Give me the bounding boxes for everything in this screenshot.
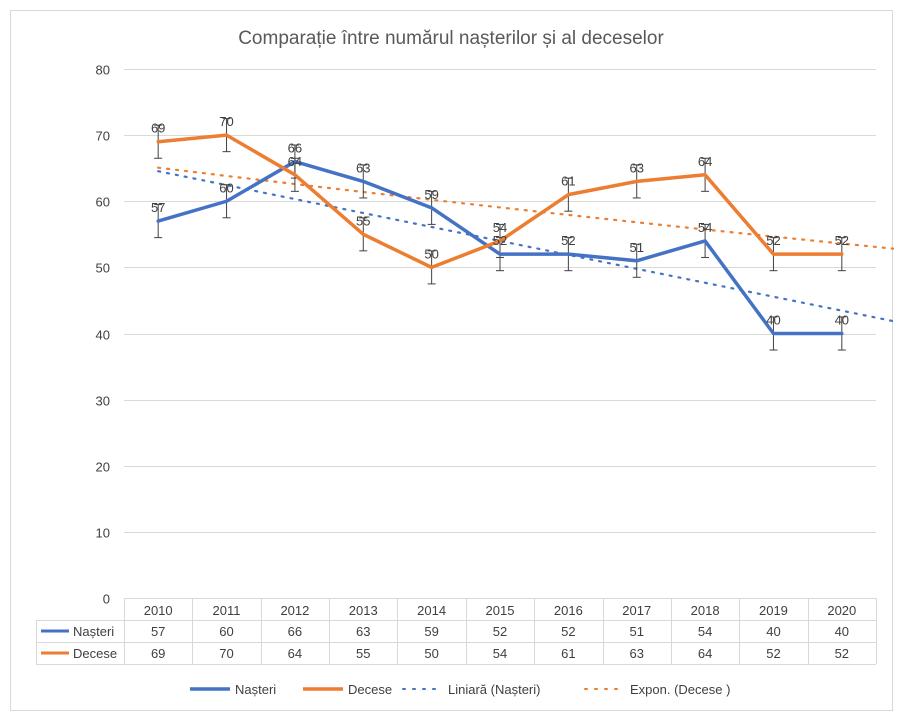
table-cell: 55 (356, 646, 370, 661)
x-tick-label: 2020 (827, 603, 856, 618)
table-series-name: Nașteri (73, 624, 114, 639)
data-label: 40 (766, 313, 780, 328)
series-line (156, 133, 844, 270)
y-tick-label: 70 (96, 129, 110, 144)
y-tick-label: 50 (96, 261, 110, 276)
data-label: 54 (698, 220, 712, 235)
data-label: 60 (219, 180, 233, 195)
table-cell: 40 (766, 624, 780, 639)
table-cell: 63 (356, 624, 370, 639)
table-cell: 64 (288, 646, 302, 661)
table-cell: 63 (629, 646, 643, 661)
series-line (156, 159, 844, 336)
table-cell: 54 (493, 646, 507, 661)
y-tick-label: 40 (96, 328, 110, 343)
legend-label: Decese (348, 682, 392, 697)
data-label: 59 (424, 187, 438, 202)
table-cell: 40 (835, 624, 849, 639)
data-label: 52 (766, 233, 780, 248)
data-label: 66 (288, 141, 302, 156)
y-tick-label: 30 (96, 394, 110, 409)
table-cell: 60 (219, 624, 233, 639)
data-label: 52 (835, 233, 849, 248)
y-tick-label: 60 (96, 195, 110, 210)
x-tick-label: 2015 (486, 603, 515, 618)
data-label: 64 (288, 154, 302, 169)
table-cell: 64 (698, 646, 712, 661)
table-cell: 59 (424, 624, 438, 639)
x-tick-label: 2011 (213, 603, 241, 618)
data-label: 64 (698, 154, 712, 169)
chart-title: Comparație între numărul nașterilor și a… (238, 28, 664, 49)
x-tick-label: 2013 (349, 603, 378, 618)
x-tick-label: 2016 (554, 603, 583, 618)
x-tick-label: 2014 (417, 603, 446, 618)
y-tick-label: 80 (96, 63, 110, 78)
table-cell: 52 (561, 624, 575, 639)
table-cell: 70 (219, 646, 233, 661)
legend-label: Liniară (Nașteri) (448, 682, 540, 697)
data-label: 70 (219, 114, 233, 129)
table-cell: 52 (835, 646, 849, 661)
table-cell: 52 (766, 646, 780, 661)
legend-label: Nașteri (235, 682, 276, 697)
x-tick-label: 2010 (144, 603, 173, 618)
data-label: 63 (356, 160, 370, 175)
y-tick-label: 20 (96, 460, 110, 475)
data-label: 50 (424, 246, 438, 261)
data-label: 61 (561, 174, 575, 189)
data-label: 63 (629, 160, 643, 175)
table-cell: 52 (493, 624, 507, 639)
x-tick-label: 2012 (280, 603, 309, 618)
table-cell: 66 (288, 624, 302, 639)
data-label: 52 (493, 233, 507, 248)
table-cell: 61 (561, 646, 575, 661)
x-tick-label: 2018 (691, 603, 720, 618)
trendline (157, 170, 895, 323)
trendline (157, 166, 895, 250)
table-cell: 50 (424, 646, 438, 661)
y-tick-label: 0 (103, 592, 110, 607)
table-series-name: Decese (73, 646, 117, 661)
table-cell: 51 (629, 624, 643, 639)
data-label: 52 (561, 233, 575, 248)
legend-label: Expon. (Decese ) (630, 682, 730, 697)
data-label: 57 (151, 200, 165, 215)
table-cell: 69 (151, 646, 165, 661)
data-label: 69 (151, 121, 165, 136)
chart-frame (10, 10, 893, 711)
data-label: 55 (356, 213, 370, 228)
table-cell: 54 (698, 624, 712, 639)
data-label: 54 (493, 220, 507, 235)
x-tick-label: 2017 (622, 603, 651, 618)
x-tick-label: 2019 (759, 603, 788, 618)
table-cell: 57 (151, 624, 165, 639)
data-label: 51 (629, 240, 643, 255)
data-label: 40 (835, 313, 849, 328)
y-tick-label: 10 (96, 526, 110, 541)
